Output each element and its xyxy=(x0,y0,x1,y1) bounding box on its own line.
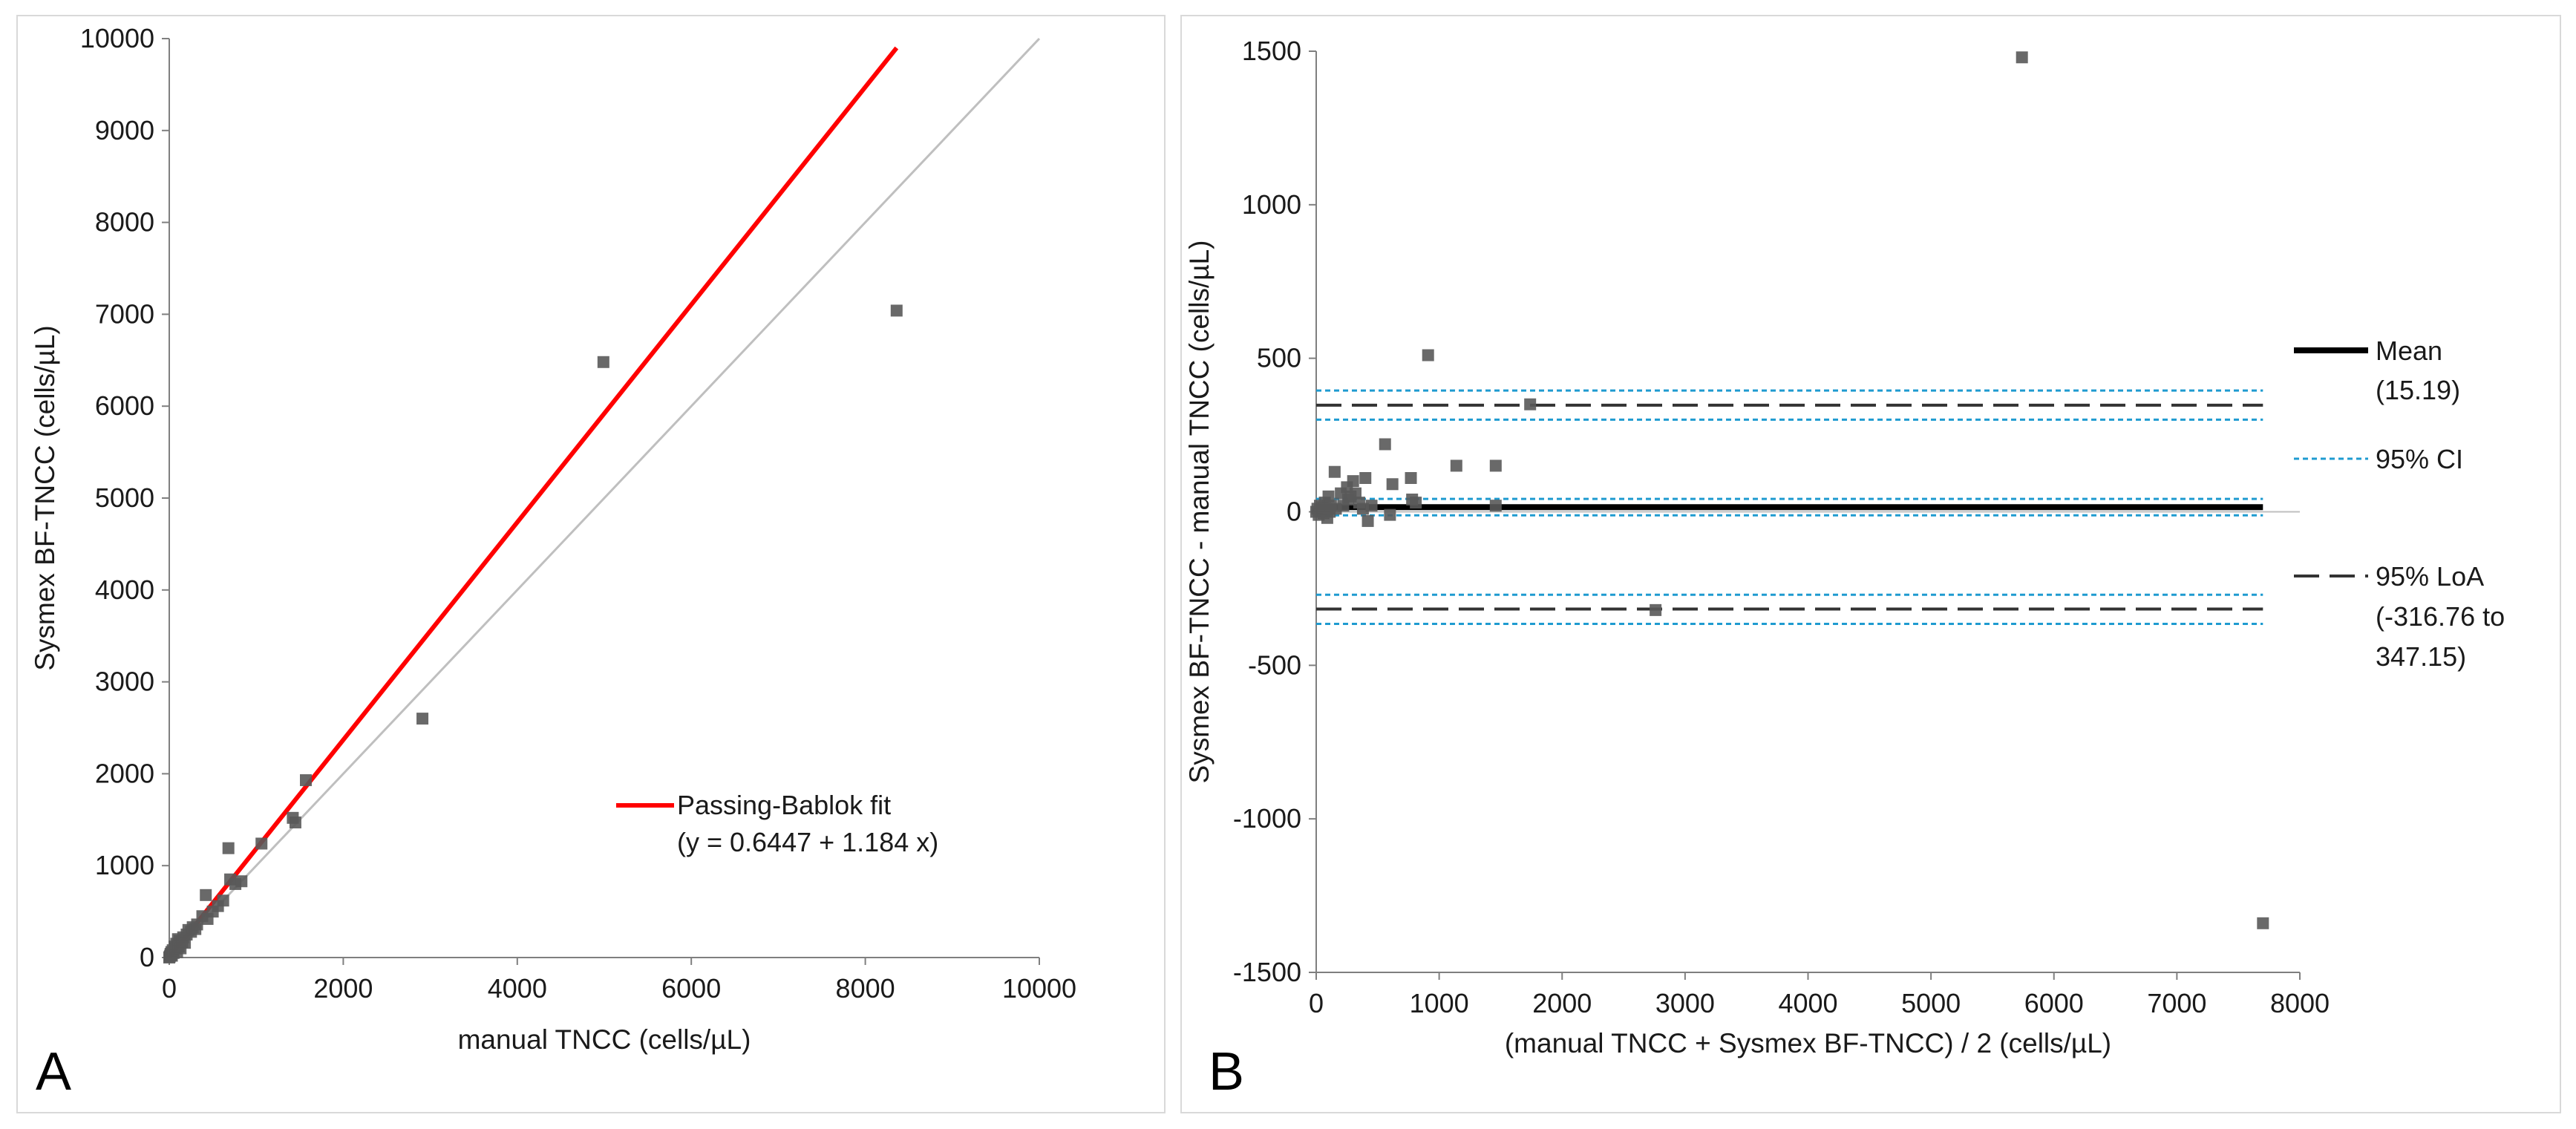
data-point xyxy=(1489,459,1502,472)
data-point xyxy=(1524,398,1537,410)
data-point xyxy=(235,875,248,888)
data-point xyxy=(255,837,268,850)
panel-b-bland-altman: -1500 -1000 -500 0 500 1000 1500 0 1000 2000 3000 4… xyxy=(1180,0,2576,1129)
x-tick-label: 4000 xyxy=(1778,988,1837,1018)
data-point xyxy=(1405,471,1417,484)
data-point xyxy=(217,894,229,907)
data-point xyxy=(1322,490,1335,503)
x-tick-label: 7000 xyxy=(2147,988,2206,1018)
panel-letter-b: B xyxy=(1209,1042,1244,1102)
data-point xyxy=(1361,514,1374,527)
y-tick-label: 7000 xyxy=(95,298,154,329)
y-tick-label: 1000 xyxy=(1242,189,1301,220)
data-point xyxy=(1359,471,1372,484)
y-tick-label: 2000 xyxy=(95,758,154,788)
legend-loa-label: 95% LoA xyxy=(2376,561,2484,592)
y-axis-title: Sysmex BF-TNCC - manual TNCC (cells/µL) xyxy=(1184,240,1215,784)
y-tick-label: 8000 xyxy=(95,207,154,238)
data-point xyxy=(300,774,313,787)
passing-bablok-fit-line xyxy=(167,46,899,959)
x-axis-title: manual TNCC (cells/µL) xyxy=(458,1024,751,1055)
x-tick-label: 8000 xyxy=(836,973,895,1004)
legend-fit-equation: (y = 0.6447 + 1.184 x) xyxy=(677,827,938,857)
y-tick-label: 500 xyxy=(1257,343,1301,373)
data-point xyxy=(1350,487,1361,500)
x-tick-label: 2000 xyxy=(313,973,373,1004)
x-axis-title: (manual TNCC + Sysmex BF-TNCC) / 2 (cell… xyxy=(1505,1028,2111,1058)
legend-ci-label: 95% CI xyxy=(2376,444,2463,474)
y-tick-label: -1500 xyxy=(1233,957,1301,987)
x-tick-label: 0 xyxy=(1309,988,1324,1018)
legend-mean-value: (15.19) xyxy=(2376,375,2460,405)
y-tick-label: 6000 xyxy=(95,390,154,421)
y-axis-title: Sysmex BF-TNCC (cells/µL) xyxy=(30,325,60,670)
bland-altman-chart: -1500 -1000 -500 0 500 1000 1500 0 1000 2000 3000 4… xyxy=(1184,36,2505,1102)
panel-a-border xyxy=(16,15,1166,1113)
data-point xyxy=(1365,500,1378,512)
data-point xyxy=(200,889,212,901)
legend-fit-label: Passing-Bablok fit xyxy=(677,790,891,820)
identity-line xyxy=(168,37,1041,959)
data-point xyxy=(1328,465,1341,478)
y-tick-label: 3000 xyxy=(95,667,154,697)
panel-a-passing-bablok: 0 1000 2000 3000 4000 5000 6000 7000 8000 9000 100… xyxy=(0,0,1180,1129)
data-point xyxy=(222,842,235,854)
panel-letter-a: A xyxy=(36,1042,71,1102)
legend-mean-label: Mean xyxy=(2376,336,2442,366)
x-tick-label: 6000 xyxy=(661,973,721,1004)
x-tick-label: 10000 xyxy=(1002,973,1076,1004)
x-tick-label: 5000 xyxy=(1901,988,1961,1018)
data-point xyxy=(1422,349,1434,361)
y-tick-label: 1000 xyxy=(95,850,154,880)
y-tick-label: 4000 xyxy=(95,575,154,605)
x-tick-label: 6000 xyxy=(2024,988,2084,1018)
data-point xyxy=(1386,478,1399,491)
legend-loa-value-2: 347.15) xyxy=(2376,641,2466,672)
data-point xyxy=(1410,497,1422,509)
data-point xyxy=(597,356,609,368)
passing-bablok-chart: 0 1000 2000 3000 4000 5000 6000 7000 8000 9000 100… xyxy=(30,23,1076,1102)
y-tick-label: -500 xyxy=(1248,649,1301,680)
data-point xyxy=(2016,51,2028,64)
data-point xyxy=(2257,917,2269,929)
y-tick-label: 10000 xyxy=(80,23,154,53)
x-tick-label: 0 xyxy=(162,973,177,1004)
y-tick-label: 9000 xyxy=(95,115,154,145)
legend-loa-value-1: (-316.76 to xyxy=(2376,601,2505,632)
data-point xyxy=(890,304,903,317)
y-tick-label: -1000 xyxy=(1233,803,1301,834)
data-point xyxy=(1489,500,1502,512)
data-point xyxy=(1650,603,1662,616)
data-point xyxy=(416,713,429,725)
data-point xyxy=(1384,508,1396,521)
data-point xyxy=(1379,438,1391,451)
x-tick-label: 4000 xyxy=(488,973,547,1004)
data-point xyxy=(1347,475,1359,488)
x-tick-label: 1000 xyxy=(1410,988,1469,1018)
y-tick-label: 5000 xyxy=(95,482,154,513)
x-tick-label: 2000 xyxy=(1532,988,1592,1018)
x-tick-label: 8000 xyxy=(2270,988,2330,1018)
y-tick-label: 0 xyxy=(140,942,154,972)
panel-b-border xyxy=(1180,15,2561,1113)
data-point xyxy=(289,817,301,829)
x-tick-label: 3000 xyxy=(1655,988,1715,1018)
data-point xyxy=(1450,459,1462,472)
y-tick-label: 1500 xyxy=(1242,36,1301,66)
y-tick-label: 0 xyxy=(1287,497,1301,527)
